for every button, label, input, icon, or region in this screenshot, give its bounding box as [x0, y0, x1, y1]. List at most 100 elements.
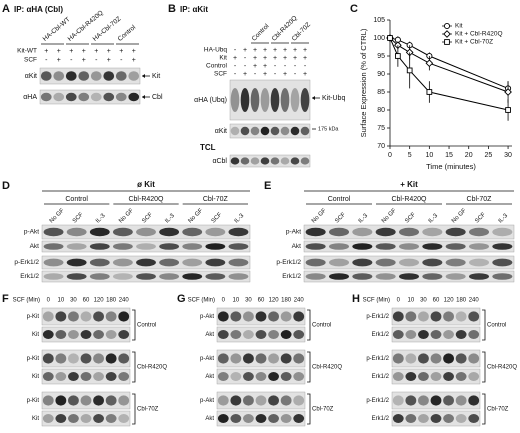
legend-marker	[443, 22, 451, 30]
band	[468, 372, 480, 381]
sign: +	[283, 71, 287, 78]
point	[387, 35, 393, 41]
band	[492, 227, 513, 237]
band	[93, 311, 104, 322]
blot-label: p-Akt	[286, 229, 301, 236]
band	[455, 414, 467, 423]
blot-label: αKit	[25, 73, 37, 80]
band	[468, 414, 480, 423]
sign: +	[57, 57, 61, 64]
band	[105, 372, 117, 381]
band	[205, 227, 226, 237]
band	[230, 126, 240, 136]
band	[260, 126, 270, 136]
sign: +	[82, 57, 86, 64]
band	[328, 273, 350, 280]
band	[105, 353, 117, 364]
band	[159, 258, 180, 267]
blot	[229, 154, 311, 168]
band	[112, 273, 133, 280]
band	[398, 273, 420, 280]
lane-label: No GF	[311, 208, 328, 225]
band	[240, 88, 250, 112]
sign: +	[303, 47, 307, 54]
x-tick-label: 0	[388, 152, 392, 159]
band	[280, 395, 292, 406]
band	[280, 372, 292, 381]
band	[250, 88, 260, 112]
band	[42, 372, 54, 381]
band	[418, 372, 429, 381]
column-label: Control	[328, 196, 351, 203]
section-label: TCL	[200, 143, 216, 152]
band	[300, 157, 310, 165]
sign: -	[234, 71, 237, 78]
band	[66, 243, 87, 250]
band	[80, 395, 92, 406]
band	[66, 227, 87, 237]
panel-letter: E	[264, 180, 271, 192]
band	[230, 414, 242, 423]
band	[270, 157, 280, 165]
blot-label: p-Erk1/2	[366, 356, 389, 362]
sign: +	[82, 48, 86, 55]
y-axis-label: Surface Expression (% of CTRL)	[359, 28, 368, 137]
panel-letter: C	[350, 3, 358, 15]
band	[80, 311, 92, 322]
group-label: Cbl-R420Q	[312, 365, 342, 371]
blot	[39, 89, 141, 105]
legend-label: Kit	[455, 23, 463, 30]
band	[290, 126, 300, 136]
blot-label: p-Kit	[27, 398, 40, 404]
sign: +	[253, 47, 257, 54]
band	[217, 330, 229, 339]
band	[90, 71, 102, 81]
band	[118, 414, 130, 423]
point	[395, 53, 401, 59]
band	[230, 311, 242, 322]
band	[280, 88, 290, 112]
band	[255, 311, 267, 322]
band	[103, 71, 115, 81]
arrow-head	[142, 95, 145, 99]
band	[205, 258, 226, 267]
band	[293, 311, 305, 322]
band	[418, 414, 429, 423]
band	[40, 71, 52, 81]
band	[455, 372, 467, 381]
band	[53, 92, 65, 102]
x-tick-label: 25	[484, 152, 492, 159]
band	[430, 372, 442, 381]
group-label: Control	[137, 323, 156, 329]
band-label: Kit-Ubq	[322, 95, 345, 102]
band	[268, 372, 279, 381]
band	[405, 330, 417, 339]
band	[268, 353, 279, 364]
band	[243, 330, 254, 339]
y-tick-label: 100	[373, 35, 385, 42]
sign: +	[263, 47, 267, 54]
band	[68, 395, 79, 406]
band	[392, 311, 404, 322]
band	[93, 353, 104, 364]
band	[430, 330, 442, 339]
band	[445, 227, 466, 237]
band	[268, 414, 279, 423]
band	[418, 311, 429, 322]
band	[55, 395, 67, 406]
x-tick-label: 15	[445, 152, 453, 159]
sign: +	[283, 55, 287, 62]
sign: +	[107, 48, 111, 55]
band	[375, 273, 396, 280]
band	[90, 92, 102, 102]
group-label: Cbl-70Z	[312, 407, 334, 413]
band-label: Cbl	[152, 94, 163, 101]
sign: +	[132, 57, 136, 64]
bracket	[307, 309, 311, 341]
panel-title: ø Kit	[137, 180, 155, 189]
band	[115, 92, 127, 102]
point	[504, 88, 512, 96]
band	[205, 273, 226, 280]
sign: +	[233, 55, 237, 62]
blot-label: p-Erk1/2	[366, 398, 389, 404]
